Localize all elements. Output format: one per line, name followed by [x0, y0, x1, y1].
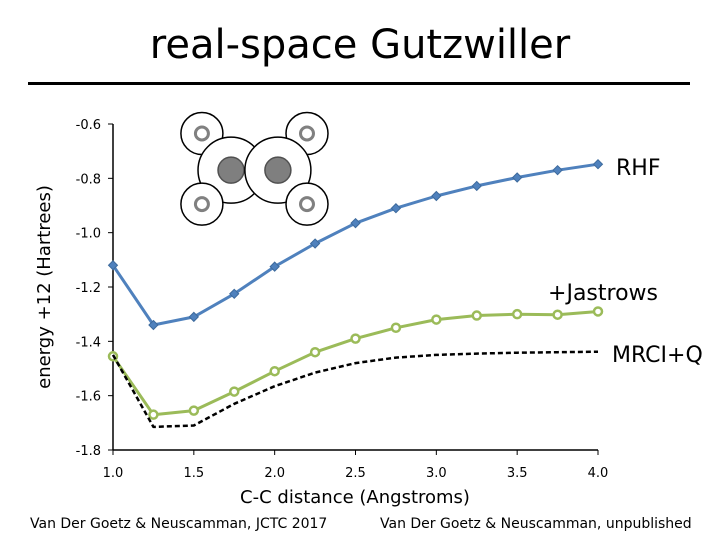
data-point-rhf	[148, 319, 159, 331]
x-tick-label: 1.0	[103, 466, 124, 481]
slide-title: real-space Gutzwiller	[149, 22, 571, 68]
series-label-jastrows: +Jastrows	[548, 281, 658, 306]
data-point-jastrows	[269, 365, 280, 377]
y-tick-label: -1.6	[76, 390, 101, 405]
data-point-jastrows	[431, 314, 442, 325]
data-point-rhf	[107, 260, 119, 271]
data-point-jastrows	[471, 310, 482, 321]
hydrogen-atom-core	[193, 196, 210, 213]
x-tick-label: 4.0	[588, 466, 609, 481]
hydrogen-atom-core	[193, 125, 210, 142]
series-line-mrci-q	[111, 350, 599, 429]
data-point-rhf	[431, 190, 442, 202]
data-point-rhf	[269, 261, 280, 272]
title-divider	[28, 82, 690, 85]
y-tick-label: -1.0	[76, 227, 101, 242]
data-point-jastrows	[148, 409, 159, 420]
x-tick-label: 2.5	[345, 466, 366, 481]
data-point-jastrows	[511, 308, 523, 320]
data-point-jastrows	[350, 333, 361, 344]
x-tick-label: 3.5	[507, 466, 528, 481]
data-point-rhf	[309, 238, 321, 249]
y-tick-label: -0.8	[76, 172, 101, 187]
y-axis-label: energy +12 (Hartrees)	[34, 185, 55, 389]
data-point-rhf	[188, 311, 200, 323]
series-label-mrci-q: MRCI+Q	[612, 343, 703, 368]
data-point-jastrows	[390, 322, 402, 333]
credit-left: Van Der Goetz & Neuscamman, JCTC 2017	[30, 516, 328, 532]
chart-series	[107, 158, 604, 429]
data-point-rhf	[511, 172, 523, 183]
chart-labels: C-C distance (Angstroms) energy +12 (Hart…	[34, 156, 703, 508]
hydrogen-atom-core	[299, 196, 315, 213]
data-point-rhf	[390, 203, 402, 214]
data-point-jastrows	[229, 386, 240, 397]
data-point-jastrows	[592, 306, 604, 317]
data-point-jastrows	[309, 346, 321, 358]
credit-right: Van Der Goetz & Neuscamman, unpublished	[380, 516, 692, 532]
hydrogen-atom-core	[299, 125, 315, 142]
carbon-atom-core	[264, 156, 292, 184]
data-point-rhf	[229, 288, 240, 299]
x-tick-label: 3.0	[426, 466, 447, 481]
y-tick-label: -1.4	[76, 335, 101, 350]
data-point-rhf	[350, 217, 361, 229]
data-point-rhf	[552, 164, 563, 176]
data-point-rhf	[592, 158, 604, 170]
molecule-inset	[180, 111, 329, 226]
data-point-rhf	[471, 180, 482, 192]
x-tick-label: 1.5	[183, 466, 204, 481]
data-point-jastrows	[188, 405, 200, 416]
x-tick-label: 2.0	[264, 466, 285, 481]
y-tick-label: -1.2	[76, 281, 101, 296]
series-line-rhf	[111, 162, 599, 327]
data-point-jastrows	[552, 309, 563, 320]
x-axis-label: C-C distance (Angstroms)	[240, 487, 470, 508]
chart-axes: -0.6 -0.8 -1.0 -1.2 -1.4 -1.6 -1.81.0 1.5 2.0 2.5…	[76, 118, 609, 481]
series-label-rhf: RHF	[616, 156, 660, 181]
y-tick-label: -1.8	[76, 444, 101, 459]
y-tick-label: -0.6	[76, 118, 101, 133]
carbon-atom-core	[217, 156, 245, 184]
